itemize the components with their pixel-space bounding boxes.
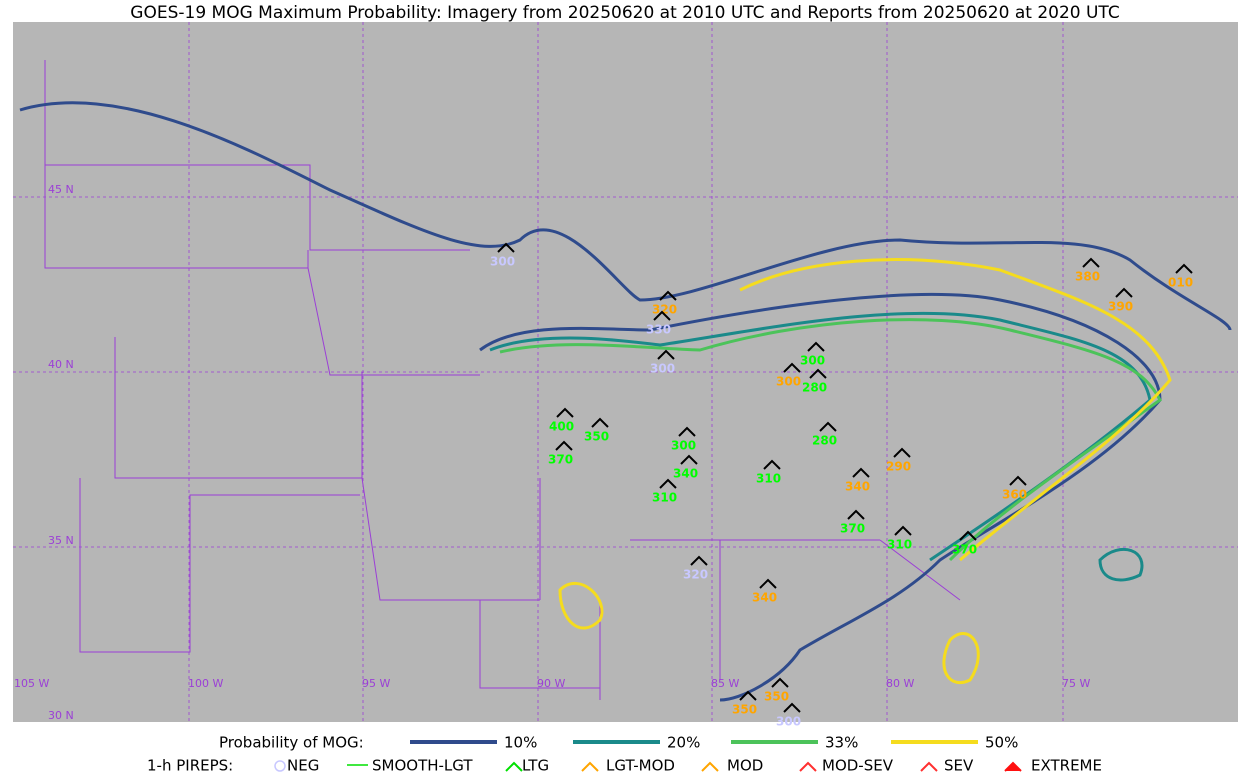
- pirep-icon: [847, 509, 865, 520]
- pirep-altitude: 280: [802, 381, 827, 395]
- pirep-altitude: 350: [764, 690, 789, 704]
- pirep-altitude: 350: [732, 703, 757, 717]
- pirep-altitude: 310: [756, 472, 781, 486]
- pirep-icon: [653, 310, 671, 321]
- legend-icon: [505, 761, 523, 772]
- pirep-icon: [1175, 263, 1193, 274]
- pirep-icon: [807, 341, 825, 352]
- pirep-altitude: 370: [952, 543, 977, 557]
- legend-title: 1-h PIREPS:: [147, 757, 233, 775]
- legend-label: SEV: [944, 757, 974, 775]
- pirep-icon: [809, 368, 827, 379]
- pirep-altitude: 330: [646, 323, 671, 337]
- map: 45 N 40 N 35 N 30 N 105 W 100 W 95 W 90 W 85 W 80…: [13, 22, 1238, 729]
- legend-label: LTG: [522, 757, 549, 775]
- pirep-icon: [497, 242, 515, 253]
- pirep-icon: [893, 447, 911, 458]
- pirep-altitude: 390: [1108, 300, 1133, 314]
- pirep-altitude: 300: [776, 375, 801, 389]
- pirep-icon: [1115, 287, 1133, 298]
- legend-label: 33%: [825, 734, 858, 752]
- lat-label: 45 N: [48, 183, 74, 196]
- pirep-icon: [556, 407, 574, 418]
- legend-icon: [799, 761, 817, 772]
- state-borders: [44, 60, 961, 700]
- pirep-altitude: 400: [549, 420, 574, 434]
- pirep-altitude: 310: [887, 538, 912, 552]
- legend-icon: [920, 761, 938, 772]
- lon-label: 95 W: [362, 677, 390, 690]
- pirep-icon: [739, 690, 757, 701]
- probability-contours: [19, 101, 1232, 702]
- legend-label: 50%: [985, 734, 1018, 752]
- pirep-labels: 3003203303004003503703003403103103002803…: [490, 242, 1193, 729]
- geo-labels: 45 N 40 N 35 N 30 N 105 W 100 W 95 W 90 W 85 W 80…: [14, 183, 1090, 722]
- pirep-icon: [759, 578, 777, 589]
- pirep-altitude: 010: [1168, 276, 1193, 290]
- legend-label: LGT-MOD: [606, 757, 675, 775]
- pirep-icon: [690, 555, 708, 566]
- legend-title: Probability of MOG:: [219, 734, 364, 752]
- legend-icon: [274, 760, 286, 772]
- pirep-altitude: 300: [776, 715, 801, 729]
- lat-label: 30 N: [48, 709, 74, 722]
- lon-label: 90 W: [537, 677, 565, 690]
- pirep-altitude: 300: [671, 439, 696, 453]
- pirep-icon: [659, 290, 677, 301]
- pirep-altitude: 280: [812, 434, 837, 448]
- pirep-icon: [1082, 257, 1100, 268]
- pirep-altitude: 350: [584, 430, 609, 444]
- pirep-icon: [959, 530, 977, 541]
- lat-label: 40 N: [48, 358, 74, 371]
- legend: Probability of MOG: 10% 20% 33% 50% 1-h PIREP…: [147, 734, 1102, 775]
- legend-label: MOD-SEV: [822, 757, 894, 775]
- pirep-icon: [1009, 475, 1027, 486]
- pirep-altitude: 300: [800, 354, 825, 368]
- legend-icon: [701, 761, 719, 772]
- pirep-icon: [591, 417, 609, 428]
- graticule: [13, 22, 1238, 722]
- lon-label: 75 W: [1062, 677, 1090, 690]
- pirep-altitude: 310: [652, 491, 677, 505]
- pirep-icon: [555, 440, 573, 451]
- pirep-altitude: 360: [1002, 488, 1027, 502]
- pirep-altitude: 300: [650, 362, 675, 376]
- legend-label: 20%: [667, 734, 700, 752]
- legend-icon: [581, 761, 599, 772]
- legend-icon: [1004, 761, 1022, 772]
- lon-label: 105 W: [14, 677, 49, 690]
- lon-label: 80 W: [886, 677, 914, 690]
- legend-label: SMOOTH-LGT: [372, 757, 473, 775]
- pirep-altitude: 370: [840, 522, 865, 536]
- pirep-altitude: 320: [652, 303, 677, 317]
- pirep-icon: [763, 459, 781, 470]
- pirep-altitude: 290: [886, 460, 911, 474]
- pirep-altitude: 380: [1075, 270, 1100, 284]
- pirep-icon: [659, 478, 677, 489]
- pirep-icon: [783, 702, 801, 713]
- legend-label: MOD: [727, 757, 763, 775]
- pirep-altitude: 340: [673, 467, 698, 481]
- pirep-altitude: 300: [490, 255, 515, 269]
- pirep-icon: [852, 467, 870, 478]
- pirep-altitude: 370: [548, 453, 573, 467]
- pirep-icon: [894, 525, 912, 536]
- legend-label: 10%: [504, 734, 537, 752]
- lon-label: 100 W: [188, 677, 223, 690]
- pirep-altitude: 320: [683, 568, 708, 582]
- legend-label: EXTREME: [1031, 757, 1102, 775]
- legend-label: NEG: [287, 757, 319, 775]
- pirep-altitude: 340: [845, 480, 870, 494]
- pirep-icon: [819, 421, 837, 432]
- pirep-icon: [783, 362, 801, 373]
- pirep-icon: [678, 426, 696, 437]
- pirep-altitude: 340: [752, 591, 777, 605]
- pirep-icon: [657, 349, 675, 360]
- pirep-icon: [771, 677, 789, 688]
- title: GOES-19 MOG Maximum Probability: Imagery…: [130, 3, 1119, 23]
- lat-label: 35 N: [48, 534, 74, 547]
- lon-label: 85 W: [711, 677, 739, 690]
- pirep-icon: [680, 454, 698, 465]
